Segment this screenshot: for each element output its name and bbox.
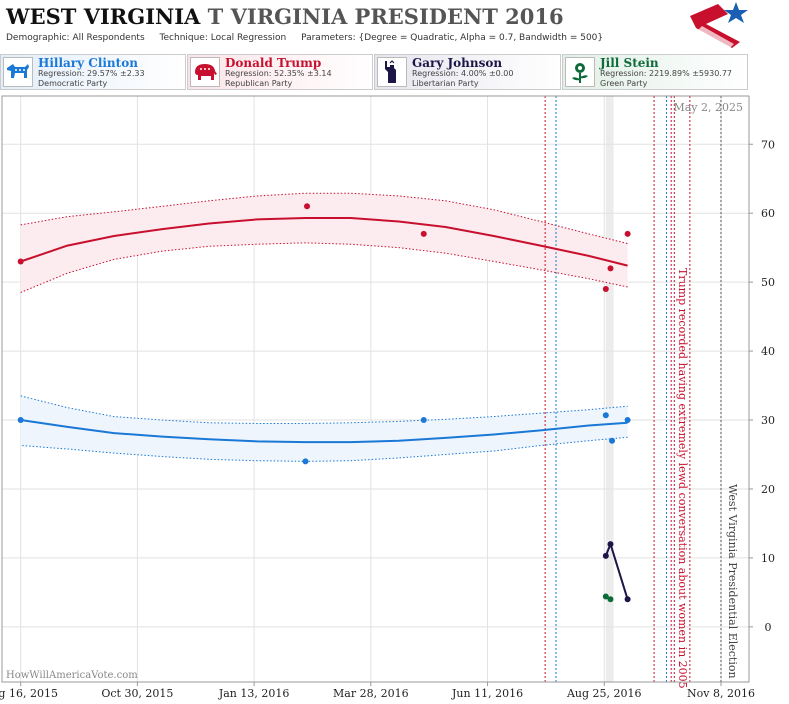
band-lower-edge	[20, 436, 628, 462]
demographic-label: Demographic:	[6, 33, 70, 43]
donkey-icon	[3, 57, 33, 87]
confidence-band	[20, 193, 628, 293]
data-point	[602, 593, 609, 600]
parameters-label: Parameters:	[301, 33, 356, 43]
x-tick-label: Oct 30, 2015	[101, 687, 173, 700]
y-tick-label: 10	[761, 552, 775, 565]
candidate-name: Gary Johnson	[412, 56, 503, 70]
statue-of-liberty-icon	[377, 57, 407, 87]
data-point	[607, 265, 614, 272]
y-tick-label: 30	[761, 414, 775, 427]
trend-lines	[20, 217, 629, 600]
y-tick-label: 60	[761, 207, 775, 220]
chart-grid	[2, 96, 749, 682]
candidate-party: Libertarian Party	[412, 79, 479, 88]
parameters-bar: Demographic: All Respondents Technique: …	[6, 33, 603, 43]
legend-item-trump: Donald Trump Regression: 52.35% ±3.14 Re…	[187, 54, 373, 90]
data-point	[304, 203, 311, 210]
confidence-band	[20, 395, 628, 462]
chart-axes: Aug 16, 2015 Oct 30, 2015 Jan 13, 2016 Mar …	[0, 95, 775, 700]
demographic-value: All Respondents	[72, 33, 145, 43]
data-point	[602, 286, 609, 293]
candidate-regression: Regression: 2219.89% ±5930.77	[600, 69, 733, 78]
data-point	[302, 458, 309, 465]
data-point	[17, 417, 24, 424]
x-tick-label: Jun 11, 2016	[451, 687, 523, 700]
x-tick-label: Nov 8, 2016	[687, 687, 755, 700]
y-tick-label: 70	[761, 138, 775, 151]
band-upper-edge	[20, 192, 628, 245]
page-title: WEST VIRGINIA T VIRGINIA PRESIDENT 2016	[6, 4, 564, 29]
data-point	[624, 230, 631, 237]
data-point	[609, 437, 616, 444]
shaded-span	[605, 96, 614, 682]
event-annotation: Trump recorded having extremely lewd con…	[676, 268, 689, 689]
data-point	[602, 412, 609, 419]
title-state: WEST VIRGINIA	[6, 4, 201, 29]
y-tick-label: 20	[761, 483, 775, 496]
x-tick-label: Jan 13, 2016	[218, 687, 290, 700]
data-point	[624, 596, 631, 603]
chart-date-label: May 2, 2025	[673, 101, 743, 114]
candidate-name: Donald Trump	[225, 56, 322, 70]
watermark: HowWillAmericaVote.com	[6, 670, 138, 681]
data-point	[607, 541, 614, 548]
candidate-name: Jill Stein	[600, 56, 659, 70]
candidate-party: Green Party	[600, 79, 648, 88]
candidate-name: Hillary Clinton	[38, 56, 138, 70]
data-point	[602, 552, 609, 559]
candidate-party: Republican Party	[225, 79, 293, 88]
parameters-value: {Degree = Quadratic, Alpha = 0.7, Bandwi…	[358, 33, 604, 43]
poll-points	[17, 203, 631, 603]
plot-frame	[1, 95, 750, 683]
data-point	[420, 230, 427, 237]
title-race: T VIRGINIA PRESIDENT 2016	[207, 4, 564, 29]
data-point	[607, 596, 614, 603]
data-point	[624, 417, 631, 424]
event-annotation: West Virginia Presidential Election	[726, 484, 739, 679]
y-tick-label: 50	[761, 276, 775, 289]
x-tick-label: Aug 25, 2016	[566, 687, 642, 700]
candidate-regression: Regression: 4.00% ±0.00	[412, 69, 514, 78]
candidate-party: Democratic Party	[38, 79, 108, 88]
technique-label: Technique:	[159, 33, 208, 43]
flower-icon	[565, 57, 595, 87]
data-point	[17, 258, 24, 265]
candidate-legend: Hillary Clinton Regression: 29.57% ±2.33…	[0, 54, 789, 92]
y-tick-label: 0	[765, 621, 772, 634]
data-point	[420, 417, 427, 424]
legend-item-clinton: Hillary Clinton Regression: 29.57% ±2.33…	[0, 54, 186, 90]
chart-annotations: May 2, 2025 HowWillAmericaVote.com Trump…	[6, 101, 743, 689]
x-tick-label: Aug 16, 2015	[0, 687, 58, 700]
elephant-icon	[190, 57, 220, 87]
event-lines	[544, 96, 722, 682]
candidate-regression: Regression: 29.57% ±2.33	[38, 69, 145, 78]
trend-line	[20, 217, 628, 267]
legend-item-johnson: Gary Johnson Regression: 4.00% ±0.00 Lib…	[374, 54, 561, 90]
trend-line	[20, 419, 628, 444]
technique-value: Local Regression	[210, 33, 287, 43]
x-tick-label: Mar 28, 2016	[333, 687, 409, 700]
legend-item-stein: Jill Stein Regression: 2219.89% ±5930.77…	[562, 54, 748, 90]
header: WEST VIRGINIA T VIRGINIA PRESIDENT 2016 …	[0, 0, 789, 52]
band-upper-edge	[20, 395, 628, 424]
brand-logo	[690, 2, 748, 48]
candidate-regression: Regression: 52.35% ±3.14	[225, 69, 332, 78]
y-tick-label: 40	[761, 345, 775, 358]
confidence-bands	[20, 192, 628, 462]
